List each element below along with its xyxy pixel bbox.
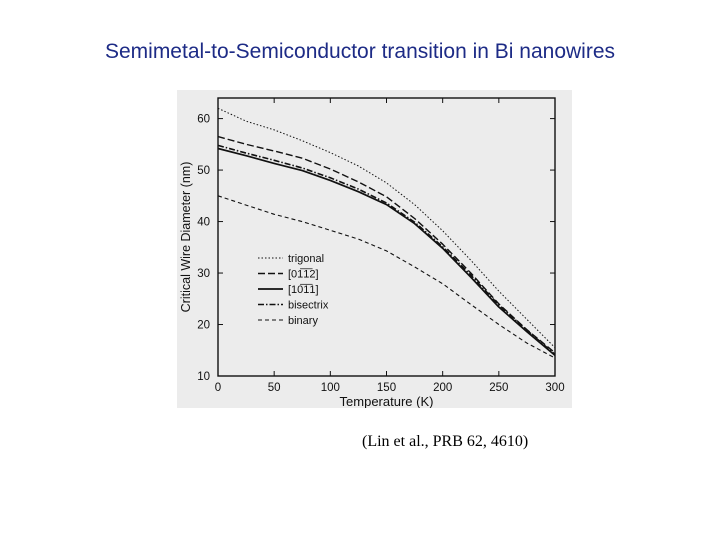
x-tick-label: 100	[321, 382, 340, 394]
legend-label-2: [10̅1̅1]	[288, 284, 319, 296]
y-tick-label: 60	[197, 114, 210, 126]
series-line-4	[217, 195, 556, 359]
y-tick-label: 10	[197, 371, 210, 383]
figure-panel: 0 50 100 150 200 250 300 10 20 30 40 50 60 Temperatur…	[177, 90, 572, 408]
series-line-2	[217, 147, 556, 357]
y-tick-label: 20	[197, 320, 210, 332]
slide-title: Semimetal-to-Semiconductor transition in…	[104, 40, 616, 63]
y-tick-label: 40	[197, 217, 210, 229]
y-tick-label: 50	[197, 165, 210, 177]
x-tick-label: 300	[545, 382, 564, 394]
x-axis-label: Temperature (K)	[340, 394, 434, 408]
x-tick-label: 150	[377, 382, 396, 394]
legend-label-4: binary	[288, 315, 318, 327]
y-tick-label: 30	[197, 268, 210, 280]
axes: 0 50 100 150 200 250 300 10 20 30 40 50 60 Temperatur…	[179, 97, 565, 408]
x-tick-label: 250	[489, 382, 508, 394]
citation: (Lin et al., PRB 62, 4610)	[362, 433, 529, 450]
series-line-0	[217, 107, 556, 349]
y-axis-label: Critical Wire Diameter (nm)	[179, 162, 193, 313]
series-group	[217, 107, 556, 359]
line-chart: 0 50 100 150 200 250 300 10 20 30 40 50 60 Temperatur…	[179, 97, 565, 408]
legend-label-0: trigonal	[288, 253, 324, 265]
series-line-3	[217, 144, 556, 356]
legend-label-1: [01̅1̅2]	[288, 269, 319, 281]
x-tick-label: 0	[215, 382, 221, 394]
x-tick-label: 50	[268, 382, 281, 394]
x-tick-label: 200	[433, 382, 452, 394]
plot-frame	[217, 97, 556, 377]
legend: trigonal [01̅1̅2] [10̅1̅1] bisectrix binary	[258, 253, 329, 327]
legend-label-3: bisectrix	[288, 300, 329, 312]
